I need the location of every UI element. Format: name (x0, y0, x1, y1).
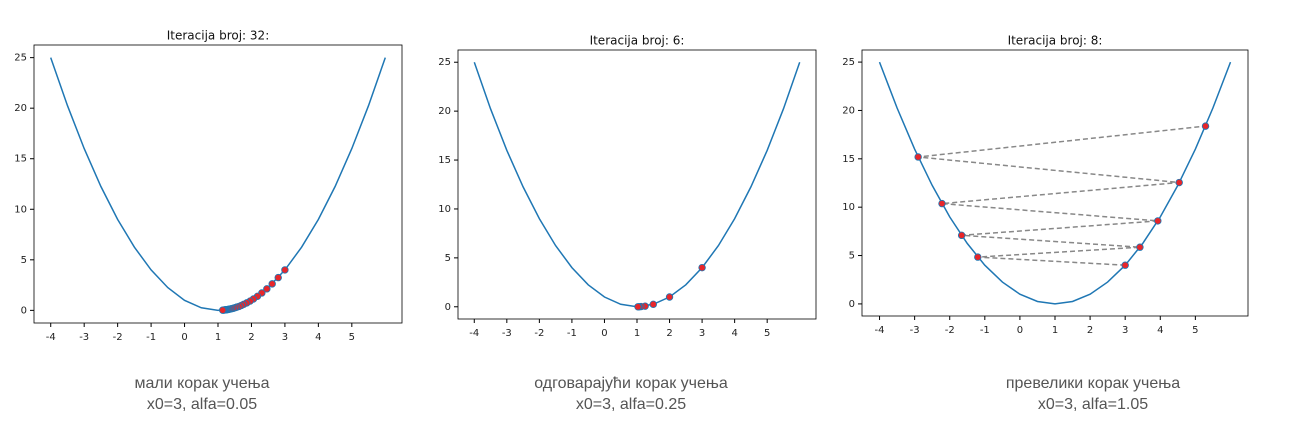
x-tick-label: -1 (146, 332, 156, 343)
y-tick-label: 25 (842, 57, 855, 68)
caption: мали корак учења (134, 375, 269, 392)
x-tick-label: 1 (1052, 325, 1058, 336)
y-tick-label: 25 (438, 57, 451, 68)
y-tick-label: 0 (21, 305, 27, 316)
point (649, 300, 657, 309)
point (1201, 122, 1210, 130)
y-tick-label: 5 (445, 253, 451, 264)
y-tick-label: 5 (849, 251, 855, 262)
x-tick-label: 5 (1192, 325, 1198, 336)
x-tick-label: -2 (945, 325, 955, 336)
y-tick-label: 10 (842, 202, 855, 213)
point (1154, 217, 1162, 225)
caption: x0=3, alfa=1.05 (1038, 396, 1148, 413)
x-tick-label: 2 (248, 332, 254, 343)
x-tick-label: -3 (502, 328, 512, 339)
y-tick-label: 15 (438, 155, 451, 166)
x-tick-label: 4 (1157, 325, 1163, 336)
point (1121, 261, 1129, 269)
chart-title: Iteracija broj: 8: (1008, 34, 1103, 48)
x-tick-label: -3 (79, 332, 89, 343)
x-tick-label: -2 (113, 332, 123, 343)
point (281, 266, 289, 274)
chart-title: Iteracija broj: 32: (167, 29, 269, 43)
curve (473, 61, 801, 308)
x-tick-label: 3 (699, 328, 705, 339)
y-tick-label: 15 (14, 154, 27, 165)
x-tick-label: 2 (666, 328, 672, 339)
axes-frame (33, 44, 403, 324)
y-tick-label: 20 (842, 105, 855, 116)
x-tick-label: -2 (534, 328, 544, 339)
y-tick-label: 0 (849, 299, 855, 310)
y-tick-label: 20 (438, 106, 451, 117)
point (634, 303, 642, 311)
x-tick-label: 0 (1017, 325, 1023, 336)
step-path (918, 125, 1206, 266)
y-tick-label: 5 (21, 255, 27, 266)
y-tick-label: 15 (842, 154, 855, 165)
point (1136, 243, 1144, 251)
x-tick-label: 3 (1122, 325, 1128, 336)
x-tick-label: -3 (910, 325, 920, 336)
axes-frame (861, 49, 1249, 317)
y-tick-label: 20 (14, 103, 27, 114)
x-tick-label: 4 (315, 332, 321, 343)
x-tick-label: -4 (46, 332, 56, 343)
point (263, 285, 271, 293)
x-tick-label: 0 (601, 328, 607, 339)
x-tick-label: 5 (349, 332, 355, 343)
x-tick-label: -1 (567, 328, 577, 339)
point (957, 231, 966, 240)
y-tick-label: 10 (14, 204, 27, 215)
y-tick-label: 0 (445, 302, 451, 313)
x-tick-label: 3 (282, 332, 288, 343)
point (914, 153, 922, 161)
x-tick-label: 1 (634, 328, 640, 339)
y-tick-label: 10 (438, 204, 451, 215)
x-tick-label: -1 (980, 325, 990, 336)
x-tick-label: 0 (181, 332, 187, 343)
x-tick-label: -4 (875, 325, 885, 336)
caption: x0=3, alfa=0.05 (147, 396, 257, 413)
x-tick-label: 4 (731, 328, 737, 339)
point (218, 306, 227, 314)
x-tick-label: 1 (215, 332, 221, 343)
caption: одговарајући корак учења (534, 375, 728, 392)
caption: x0=3, alfa=0.25 (576, 396, 686, 413)
y-tick-label: 25 (14, 53, 27, 64)
point (268, 280, 276, 288)
curve (878, 61, 1232, 305)
x-tick-label: -4 (469, 328, 479, 339)
point (974, 253, 982, 261)
point (938, 199, 946, 208)
caption: превелики корак учења (1006, 375, 1180, 392)
axes-frame (457, 49, 817, 320)
x-tick-label: 2 (1087, 325, 1093, 336)
curve (49, 57, 387, 312)
point (1175, 178, 1183, 187)
point (698, 263, 706, 272)
point (274, 273, 282, 282)
chart-title: Iteracija broj: 6: (590, 34, 685, 48)
x-tick-label: 5 (764, 328, 770, 339)
point (665, 293, 674, 301)
